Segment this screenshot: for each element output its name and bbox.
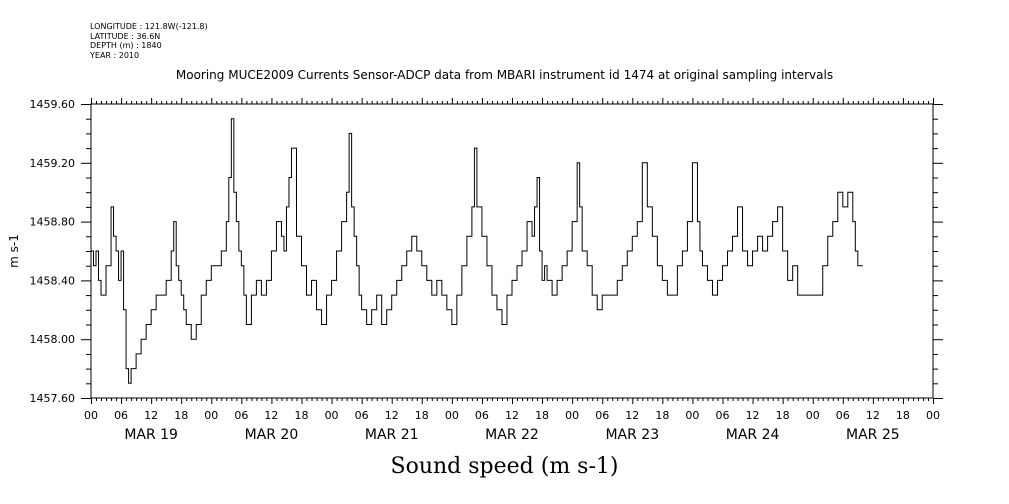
x-tick-label: 12 (144, 409, 158, 422)
x-tick-label: 18 (896, 409, 910, 422)
day-labels: MAR 19 MAR 20 MAR 21 MAR 22 MAR 23 MAR 24 MAR … (124, 427, 899, 443)
x-tick-label: 18 (655, 409, 669, 422)
y-tick-labels: 1457.60 1458.00 1458.40 1458.80 1459.20 1459.… (30, 98, 76, 405)
sound-speed-series-line (91, 118, 863, 384)
longitude-text: LONGITUDE : 121.8W(-121.8) (90, 22, 208, 31)
x-axis-title: Sound speed (m s-1) (390, 454, 619, 479)
day-label: MAR 25 (846, 427, 900, 443)
x-tick-label: 00 (806, 409, 820, 422)
x-tick-label: 12 (385, 409, 399, 422)
axis-ticks (81, 98, 943, 404)
x-tick-label: 12 (505, 409, 519, 422)
x-tick-label: 00 (445, 409, 459, 422)
day-label: MAR 19 (124, 427, 178, 443)
x-tick-label: 12 (625, 409, 639, 422)
x-tick-label: 18 (776, 409, 790, 422)
y-tick-label: 1458.80 (30, 216, 76, 229)
x-tick-label: 18 (535, 409, 549, 422)
x-tick-label: 00 (325, 409, 339, 422)
day-label: MAR 23 (605, 427, 659, 443)
day-label: MAR 20 (245, 427, 299, 443)
x-tick-label: 00 (84, 409, 98, 422)
x-tick-label: 06 (595, 409, 609, 422)
mooring-metadata: LONGITUDE : 121.8W(-121.8) LATITUDE : 36… (90, 22, 208, 60)
x-tick-label: 06 (234, 409, 248, 422)
x-tick-label: 00 (204, 409, 218, 422)
y-tick-label: 1458.00 (30, 333, 76, 346)
depth-text: DEPTH (m) : 1840 (90, 41, 162, 50)
x-tick-labels: 00 06 12 18 00 06 12 18 00 06 12 18 00 06 12 18 00 06 12 18… (84, 409, 940, 422)
x-tick-label: 18 (174, 409, 188, 422)
x-tick-label: 00 (565, 409, 579, 422)
year-text: YEAR : 2010 (90, 50, 140, 60)
x-tick-label: 06 (716, 409, 730, 422)
chart-title: Mooring MUCE2009 Currents Sensor-ADCP da… (175, 68, 834, 82)
x-tick-label: 06 (836, 409, 850, 422)
day-label: MAR 21 (365, 427, 419, 443)
x-tick-label: 06 (475, 409, 489, 422)
y-tick-label: 1459.60 (30, 98, 76, 111)
day-label: MAR 24 (726, 427, 780, 443)
plot-frame (90, 103, 934, 399)
latitude-text: LATITUDE : 36.6N (90, 31, 161, 41)
x-tick-label: 18 (295, 409, 309, 422)
x-tick-label: 06 (355, 409, 369, 422)
y-axis-label: m s-1 (7, 234, 21, 268)
x-tick-label: 00 (685, 409, 699, 422)
x-tick-label: 12 (746, 409, 760, 422)
x-tick-label: 18 (415, 409, 429, 422)
x-tick-label: 12 (866, 409, 880, 422)
y-tick-label: 1459.20 (30, 157, 76, 170)
y-tick-label: 1458.40 (30, 274, 76, 287)
x-tick-label: 12 (264, 409, 278, 422)
y-tick-label: 1457.60 (30, 392, 76, 405)
x-tick-label: 00 (926, 409, 940, 422)
x-tick-label: 06 (114, 409, 128, 422)
day-label: MAR 22 (485, 427, 539, 443)
